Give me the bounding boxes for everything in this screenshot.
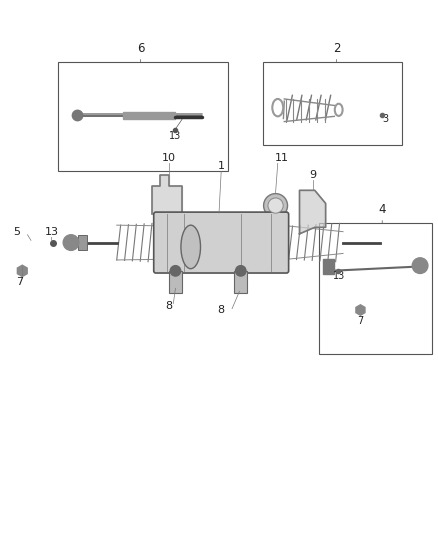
Text: 5: 5 — [13, 227, 20, 237]
Bar — [234, 271, 247, 293]
Circle shape — [412, 258, 428, 273]
FancyArrowPatch shape — [325, 95, 331, 120]
FancyBboxPatch shape — [154, 212, 289, 273]
Circle shape — [72, 110, 83, 120]
Text: 7: 7 — [16, 277, 23, 287]
Polygon shape — [152, 175, 188, 214]
Text: 4: 4 — [378, 204, 386, 216]
Bar — [319, 223, 432, 353]
Text: 13: 13 — [170, 131, 182, 141]
Circle shape — [170, 265, 181, 276]
Text: 6: 6 — [137, 43, 145, 55]
Bar — [323, 259, 334, 274]
FancyArrowPatch shape — [297, 95, 302, 120]
Text: 7: 7 — [357, 316, 364, 326]
Text: 13: 13 — [332, 271, 345, 281]
FancyArrowPatch shape — [287, 95, 293, 120]
Ellipse shape — [264, 193, 288, 217]
Bar — [123, 111, 176, 119]
Text: 10: 10 — [162, 152, 176, 163]
Text: 3: 3 — [383, 114, 389, 124]
Polygon shape — [300, 190, 325, 234]
FancyArrowPatch shape — [316, 95, 321, 120]
Text: 11: 11 — [275, 152, 289, 163]
Bar — [78, 235, 87, 251]
Bar — [262, 62, 402, 144]
FancyArrowPatch shape — [306, 95, 311, 120]
Text: 13: 13 — [44, 227, 58, 237]
Text: 9: 9 — [309, 170, 316, 180]
Ellipse shape — [181, 225, 201, 269]
Text: 8: 8 — [166, 301, 173, 311]
Text: 2: 2 — [333, 43, 340, 55]
Circle shape — [236, 265, 246, 276]
Bar — [58, 62, 228, 171]
Circle shape — [63, 235, 79, 251]
Ellipse shape — [268, 198, 283, 213]
Text: 1: 1 — [218, 161, 225, 172]
Text: 8: 8 — [218, 305, 225, 315]
Bar — [169, 271, 182, 293]
